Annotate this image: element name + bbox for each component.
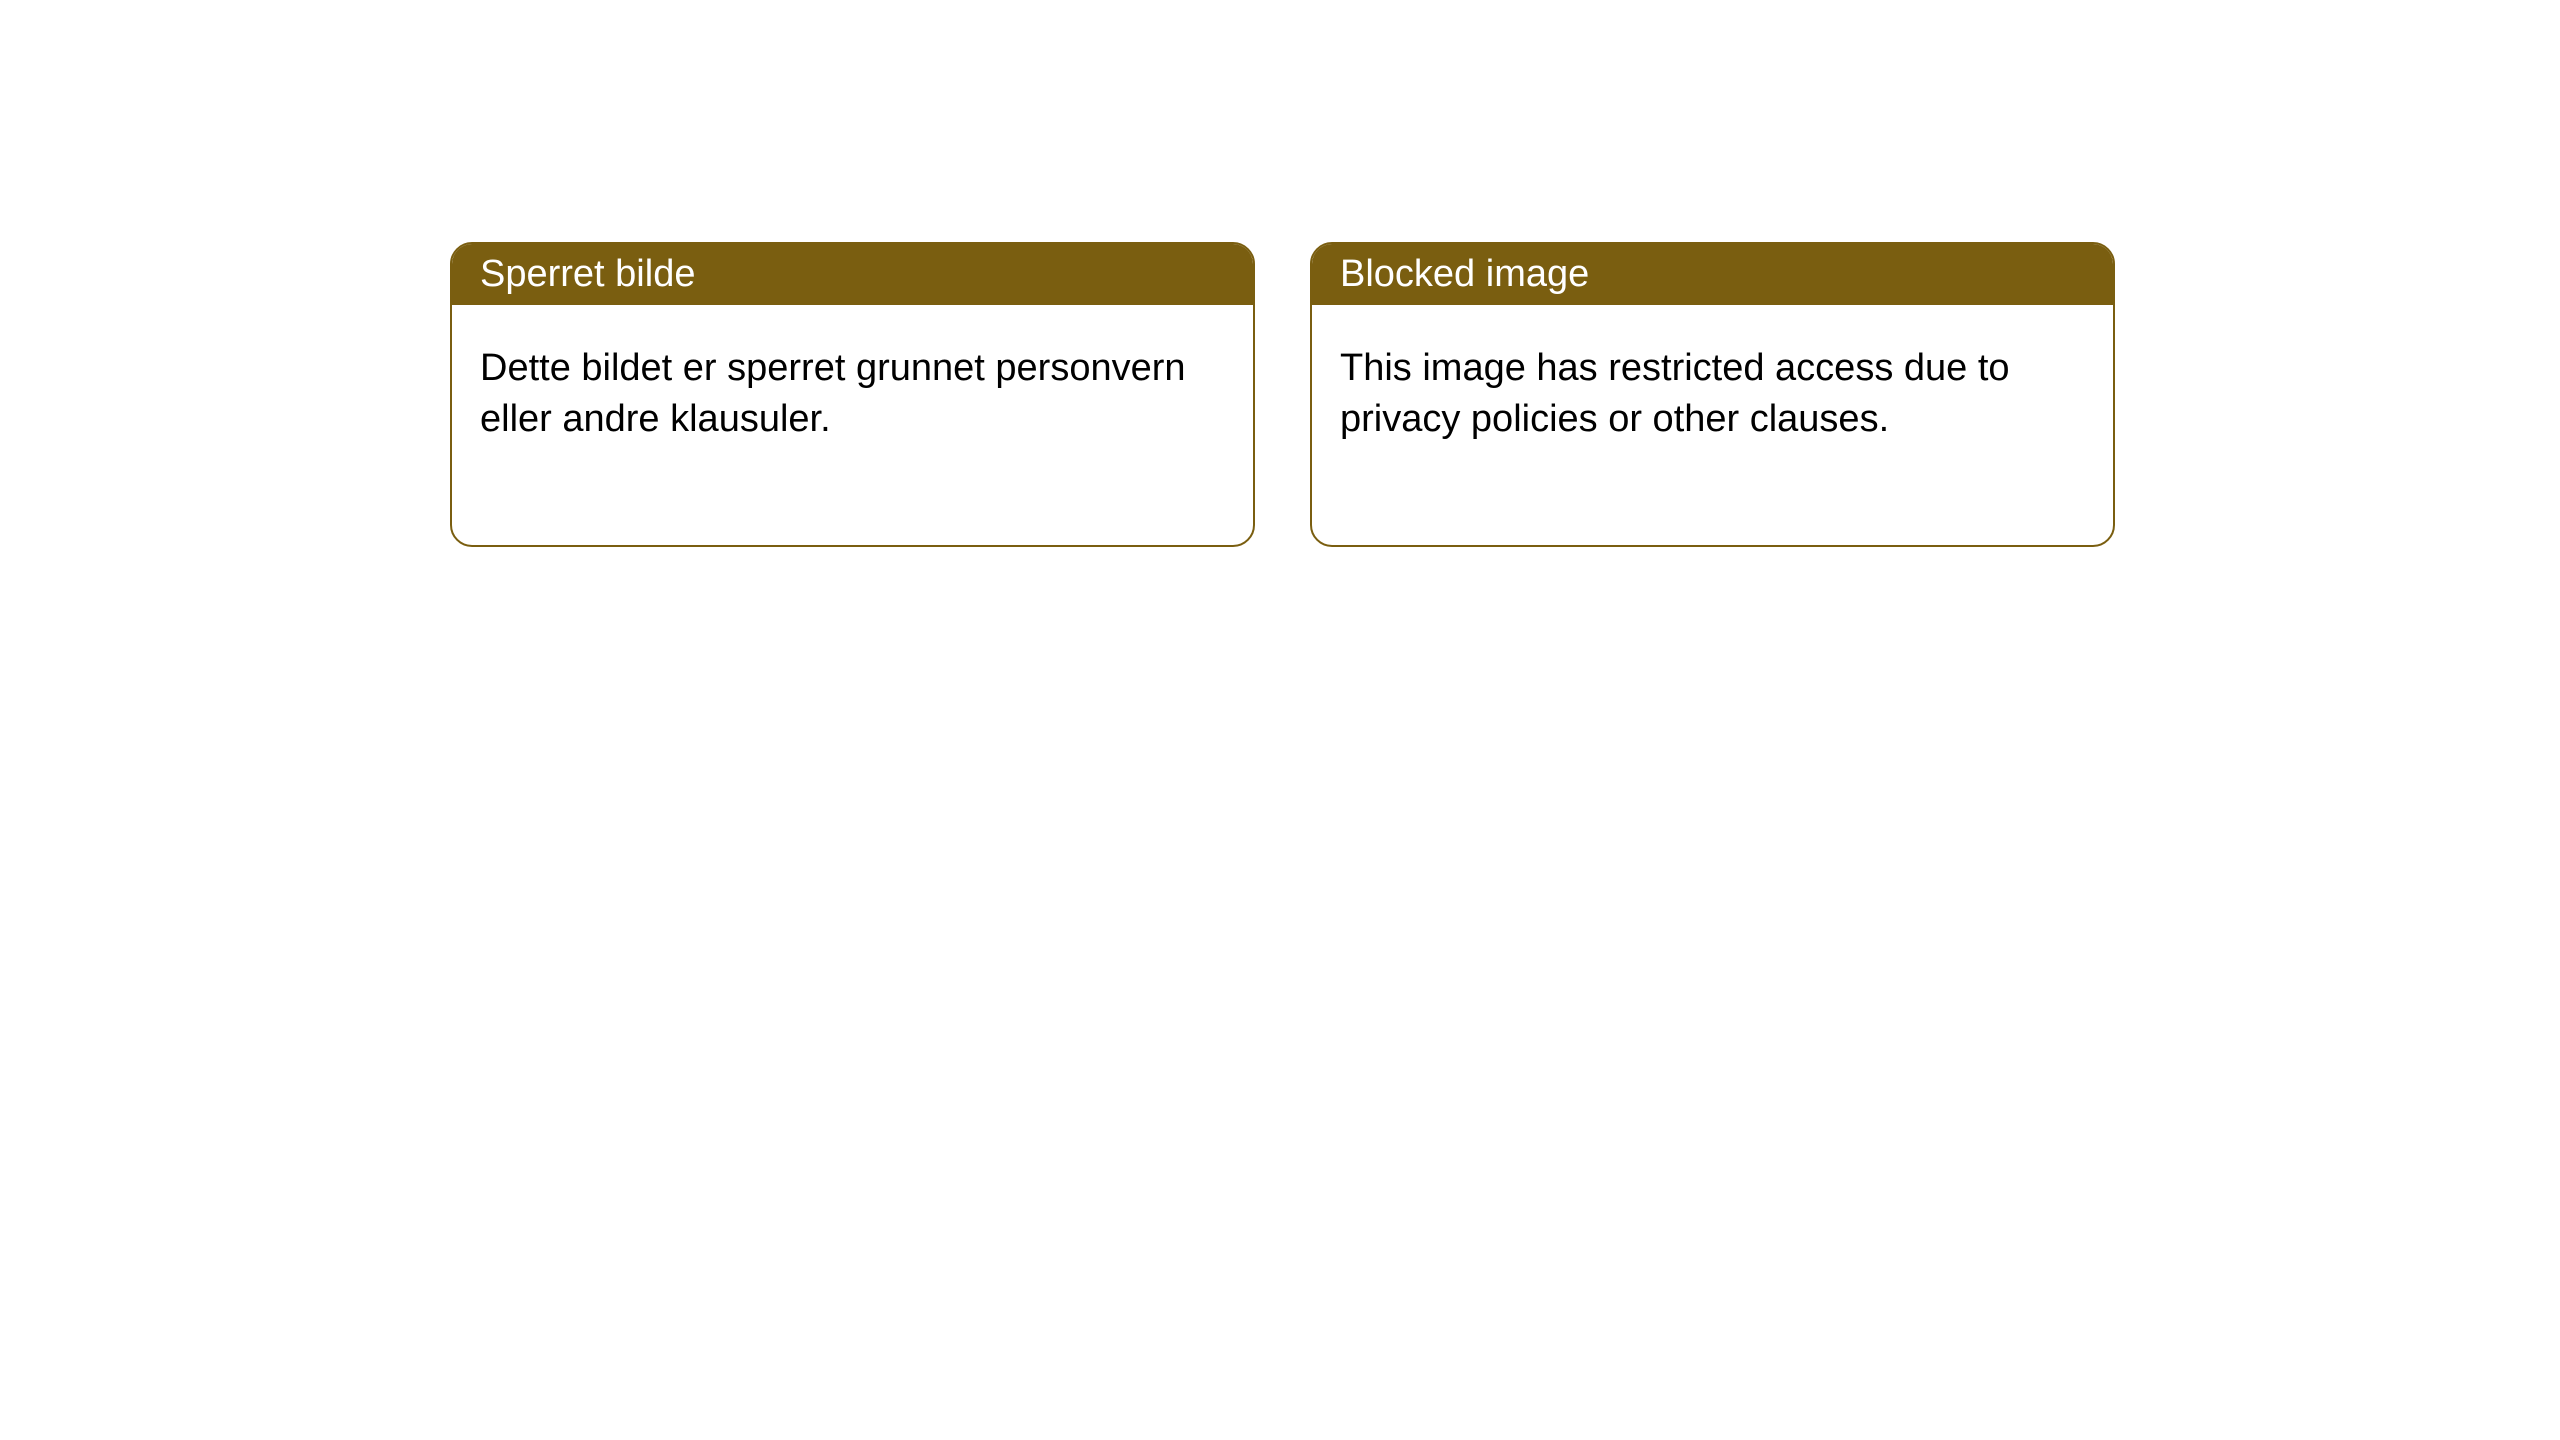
notice-body: This image has restricted access due to …	[1312, 305, 2113, 545]
notice-header: Sperret bilde	[452, 244, 1253, 305]
notice-header: Blocked image	[1312, 244, 2113, 305]
notice-body: Dette bildet er sperret grunnet personve…	[452, 305, 1253, 545]
notice-text: This image has restricted access due to …	[1340, 347, 2010, 440]
notice-text: Dette bildet er sperret grunnet personve…	[480, 347, 1186, 440]
notice-card-english: Blocked image This image has restricted …	[1310, 242, 2115, 547]
notice-title: Blocked image	[1340, 253, 1589, 295]
notice-title: Sperret bilde	[480, 253, 695, 295]
notice-container: Sperret bilde Dette bildet er sperret gr…	[0, 0, 2560, 547]
notice-card-norwegian: Sperret bilde Dette bildet er sperret gr…	[450, 242, 1255, 547]
